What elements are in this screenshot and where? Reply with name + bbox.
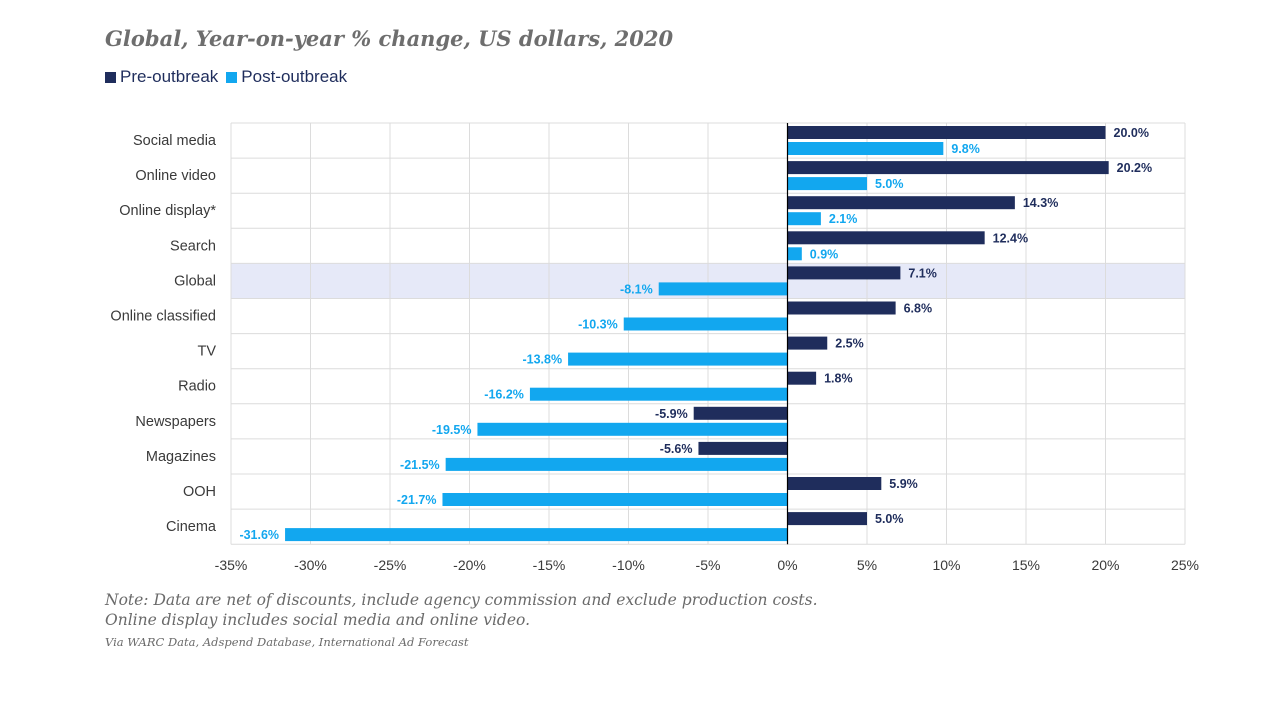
category-label: Radio: [178, 379, 216, 395]
chart-title: Global, Year-on-year % change, US dollar…: [105, 26, 674, 51]
chart-source: Via WARC Data, Adspend Database, Interna…: [105, 635, 469, 649]
legend-swatch-post: [226, 71, 238, 83]
x-tick-label: 10%: [932, 557, 960, 573]
chart-note: Note: Data are net of discounts, include…: [105, 591, 818, 629]
x-tick-label: -10%: [612, 557, 645, 573]
x-tick-label: -15%: [533, 557, 566, 573]
data-label: -8.1%: [620, 282, 653, 296]
category-label: Online video: [135, 168, 216, 184]
data-label: -31.6%: [239, 528, 279, 542]
data-label: 9.8%: [951, 142, 980, 156]
category-label: Online classified: [110, 309, 216, 325]
data-label: -21.5%: [400, 458, 440, 472]
data-label: -5.9%: [655, 407, 688, 421]
data-label: 14.3%: [1023, 196, 1058, 210]
data-label: -19.5%: [432, 423, 472, 437]
data-label: 2.1%: [829, 212, 858, 226]
bar-pre-outbreak: [787, 231, 985, 245]
bar-post-outbreak: [477, 422, 788, 436]
category-label: OOH: [183, 484, 216, 500]
data-label: 12.4%: [993, 231, 1028, 245]
category-label: Newspapers: [135, 414, 216, 430]
bar-post-outbreak: [445, 457, 788, 471]
legend-item-post: Post-outbreak: [226, 67, 347, 87]
bar-post-outbreak: [787, 142, 944, 155]
bar-pre-outbreak: [787, 477, 882, 490]
bar-pre-outbreak: [787, 161, 1109, 175]
x-tick-label: 20%: [1091, 557, 1119, 573]
data-label: 7.1%: [908, 266, 937, 280]
bar-pre-outbreak: [787, 196, 1015, 210]
legend-label-post: Post-outbreak: [241, 67, 348, 86]
bar-pre-outbreak: [787, 371, 817, 385]
data-label: 1.8%: [824, 372, 853, 386]
bar-pre-outbreak: [698, 441, 788, 455]
legend-label-pre: Pre-outbreak: [120, 67, 219, 86]
bar-post-outbreak: [787, 247, 802, 261]
data-label: 5.0%: [875, 177, 904, 191]
bar-post-outbreak: [658, 282, 788, 296]
x-tick-label: 5%: [857, 557, 877, 573]
category-label: Online display*: [119, 203, 216, 219]
data-label: -5.6%: [660, 442, 693, 456]
legend: Pre-outbreak Post-outbreak: [105, 67, 355, 87]
category-label: Search: [170, 238, 216, 254]
x-tick-label: 15%: [1012, 557, 1040, 573]
data-label: -13.8%: [522, 353, 562, 367]
data-label: -10.3%: [578, 318, 618, 332]
data-label: 20.0%: [1114, 126, 1149, 140]
x-tick-label: 0%: [777, 557, 797, 573]
data-label: 20.2%: [1117, 161, 1152, 175]
category-label: Magazines: [146, 449, 216, 465]
data-label: 6.8%: [904, 302, 933, 316]
bar-post-outbreak: [787, 177, 867, 191]
bar-post-outbreak: [285, 528, 788, 542]
data-label: 5.0%: [875, 512, 904, 526]
bar-pre-outbreak: [787, 336, 828, 350]
legend-swatch-pre: [105, 71, 116, 83]
bar-chart: -35% -30% -25% -20% -15% -10% -5% 0% 5% 10% 15% 20%…: [110, 122, 1199, 573]
data-label: 2.5%: [835, 337, 864, 351]
x-tick-label: 25%: [1171, 557, 1199, 573]
bar-post-outbreak: [568, 352, 788, 366]
bar-pre-outbreak: [787, 301, 896, 315]
bar-post-outbreak: [623, 317, 788, 331]
bar-pre-outbreak: [787, 266, 901, 280]
data-label: 0.9%: [810, 247, 839, 261]
x-tick-label: -35%: [215, 557, 248, 573]
bar-post-outbreak: [442, 493, 788, 506]
bar-pre-outbreak: [693, 406, 788, 420]
bar-pre-outbreak: [787, 512, 867, 526]
category-label: TV: [197, 344, 216, 360]
bar-post-outbreak: [787, 212, 821, 226]
data-label: 5.9%: [889, 477, 918, 491]
x-tick-label: -5%: [696, 557, 721, 573]
data-label: -21.7%: [397, 493, 437, 507]
category-label: Social media: [133, 133, 217, 149]
bar-pre-outbreak: [787, 126, 1106, 139]
x-tick-label: -30%: [294, 557, 327, 573]
category-label: Cinema: [166, 519, 217, 535]
data-label: -16.2%: [484, 388, 524, 402]
category-label: Global: [174, 273, 216, 289]
bar-post-outbreak: [529, 387, 788, 401]
x-tick-label: -25%: [374, 557, 407, 573]
legend-item-pre: Pre-outbreak: [105, 67, 218, 87]
x-tick-label: -20%: [453, 557, 486, 573]
